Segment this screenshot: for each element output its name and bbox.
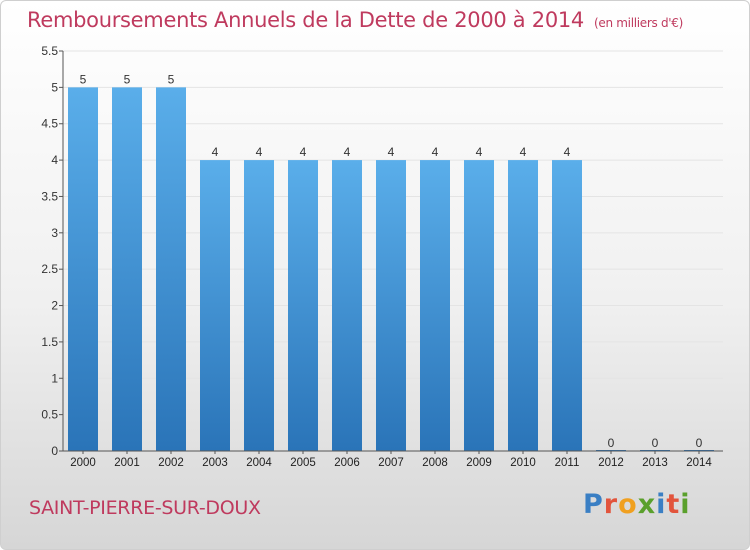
x-tick-label: 2013 xyxy=(642,457,668,469)
bar-2001 xyxy=(112,87,142,451)
bar-2004 xyxy=(244,160,274,451)
brand-letter: i xyxy=(656,489,667,520)
brand-letter: x xyxy=(637,489,657,520)
data-label: 4 xyxy=(344,145,351,159)
bar-2011 xyxy=(552,160,582,451)
x-tick-label: 2008 xyxy=(422,457,448,469)
brand-letter: P xyxy=(583,489,604,520)
data-label: 5 xyxy=(168,72,175,86)
y-tick-label: 4.5 xyxy=(41,117,58,131)
data-label: 5 xyxy=(124,72,131,86)
y-tick-label: 3 xyxy=(51,226,58,240)
x-tick-label: 2002 xyxy=(158,457,184,469)
commune-name: SAINT-PIERRE-SUR-DOUX xyxy=(29,497,261,519)
chart-title-text: Remboursements Annuels de la Dette de 20… xyxy=(27,8,584,32)
data-label: 5 xyxy=(80,72,87,86)
data-label: 4 xyxy=(564,145,571,159)
bar-2009 xyxy=(464,160,494,451)
brand-letter: o xyxy=(618,489,638,520)
brand-letter: i xyxy=(680,489,691,520)
data-label: 4 xyxy=(212,145,219,159)
data-label: 4 xyxy=(520,145,527,159)
bar-2008 xyxy=(420,160,450,451)
x-tick-label: 2003 xyxy=(202,457,228,469)
bars-group xyxy=(68,87,714,451)
chart-title: Remboursements Annuels de la Dette de 20… xyxy=(27,8,683,32)
data-labels: 5 5 5 4 4 4 4 4 4 4 4 4 0 0 0 xyxy=(80,72,703,450)
bar-2002 xyxy=(156,87,186,451)
chart-unit: (en milliers d'€) xyxy=(594,16,684,30)
x-tick-label: 2007 xyxy=(378,457,404,469)
proxiti-logo[interactable]: Proxiti xyxy=(583,489,691,520)
bar-2005 xyxy=(288,160,318,451)
bar-2003 xyxy=(200,160,230,451)
x-tick-label: 2009 xyxy=(466,457,492,469)
data-label: 0 xyxy=(696,436,703,450)
data-label: 4 xyxy=(432,145,439,159)
x-axis-labels: 2000 2001 2002 2003 2004 2005 2006 2007 2008 2009… xyxy=(70,451,712,469)
bar-2007 xyxy=(376,160,406,451)
y-tick-label: 2 xyxy=(51,299,58,313)
x-tick-label: 2011 xyxy=(555,457,580,469)
data-label: 0 xyxy=(608,436,615,450)
y-tick-label: 2.5 xyxy=(41,262,58,276)
x-tick-label: 2014 xyxy=(686,457,712,469)
y-tick-label: 5 xyxy=(51,80,58,94)
y-tick-label: 5.5 xyxy=(41,44,58,58)
y-axis-labels: 0 0.5 1 1.5 2 2.5 3 3.5 4 4.5 5 5.5 xyxy=(41,44,58,458)
x-tick-label: 2000 xyxy=(70,457,96,469)
data-label: 4 xyxy=(256,145,263,159)
x-tick-label: 2010 xyxy=(510,457,536,469)
brand-letter: t xyxy=(666,489,681,520)
y-tick-label: 0 xyxy=(51,444,58,458)
axes xyxy=(62,51,723,452)
y-tick-label: 0.5 xyxy=(41,408,58,422)
data-label: 4 xyxy=(388,145,395,159)
x-tick-label: 2006 xyxy=(334,457,360,469)
y-tick-label: 4 xyxy=(51,153,58,167)
bar-2010 xyxy=(508,160,538,451)
x-tick-label: 2005 xyxy=(290,457,316,469)
data-label: 4 xyxy=(476,145,483,159)
bar-2000 xyxy=(68,87,98,451)
x-tick-label: 2012 xyxy=(598,457,624,469)
y-tick-label: 3.5 xyxy=(41,189,58,203)
data-label: 0 xyxy=(652,436,659,450)
x-tick-label: 2004 xyxy=(246,457,272,469)
y-tick-label: 1 xyxy=(51,371,58,385)
brand-letter: r xyxy=(603,489,619,520)
y-tick-label: 1.5 xyxy=(41,335,58,349)
data-label: 4 xyxy=(300,145,307,159)
bar-2006 xyxy=(332,160,362,451)
x-tick-label: 2001 xyxy=(114,457,140,469)
